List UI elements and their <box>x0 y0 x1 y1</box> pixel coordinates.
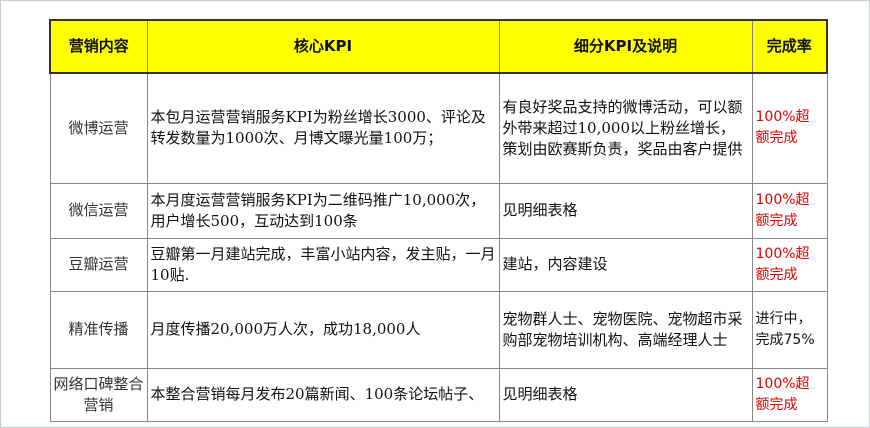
category-cell: 网络口碑整合营销 <box>49 367 148 422</box>
header-category: 营销内容 <box>49 19 148 74</box>
header-core-kpi: 核心KPI <box>146 19 500 74</box>
detail-cell: 见明细表格 <box>498 182 753 239</box>
header-row: 营销内容 核心KPI 细分KPI及说明 完成率 <box>49 19 828 74</box>
category-cell: 精准传播 <box>49 290 148 369</box>
rate-cell: 进行中，完成75% <box>751 290 828 369</box>
detail-cell: 有良好奖品支持的微博活动，可以额外带来超过10,000以上粉丝增长，策划由欧赛斯… <box>498 72 753 184</box>
category-cell: 微信运营 <box>49 182 148 239</box>
core-kpi-cell: 月度传播20,000万人次，成功18,000人 <box>146 290 500 369</box>
detail-cell: 宠物群人士、宠物医院、宠物超市采购部宠物培训机构、高端经理人士 <box>498 290 753 369</box>
header-rate: 完成率 <box>751 19 828 74</box>
core-kpi-cell: 豆瓣第一月建站完成，丰富小站内容，发主贴，一月10贴. <box>146 237 500 292</box>
rate-cell: 100%超额完成 <box>751 367 828 422</box>
rate-cell: 100%超额完成 <box>751 237 828 292</box>
table-row: 网络口碑整合营销 本整合营销每月发布20篇新闻、100条论坛帖子、 见明细表格 … <box>49 367 828 422</box>
rate-cell: 100%超额完成 <box>751 182 828 239</box>
header-detail: 细分KPI及说明 <box>498 19 753 74</box>
detail-cell: 见明细表格 <box>498 367 753 422</box>
core-kpi-cell: 本月度运营营销服务KPI为二维码推广10,000次，用户增长500，互动达到10… <box>146 182 500 239</box>
table-row: 豆瓣运营 豆瓣第一月建站完成，丰富小站内容，发主贴，一月10贴. 建站，内容建设… <box>49 237 828 292</box>
table-row: 微信运营 本月度运营营销服务KPI为二维码推广10,000次，用户增长500，互… <box>49 182 828 239</box>
detail-cell: 建站，内容建设 <box>498 237 753 292</box>
table-row: 微博运营 本包月运营营销服务KPI为粉丝增长3000、评论及转发数量为1000次… <box>49 72 828 184</box>
rate-cell: 100%超额完成 <box>751 72 828 184</box>
kpi-table: 营销内容 核心KPI 细分KPI及说明 完成率 微博运营 本包月运营营销服务KP… <box>49 19 828 422</box>
core-kpi-cell: 本包月运营营销服务KPI为粉丝增长3000、评论及转发数量为1000次、月博文曝… <box>146 72 500 184</box>
table-row: 精准传播 月度传播20,000万人次，成功18,000人 宠物群人士、宠物医院、… <box>49 290 828 369</box>
category-cell: 微博运营 <box>49 72 148 184</box>
category-cell: 豆瓣运营 <box>49 237 148 292</box>
core-kpi-cell: 本整合营销每月发布20篇新闻、100条论坛帖子、 <box>146 367 500 422</box>
